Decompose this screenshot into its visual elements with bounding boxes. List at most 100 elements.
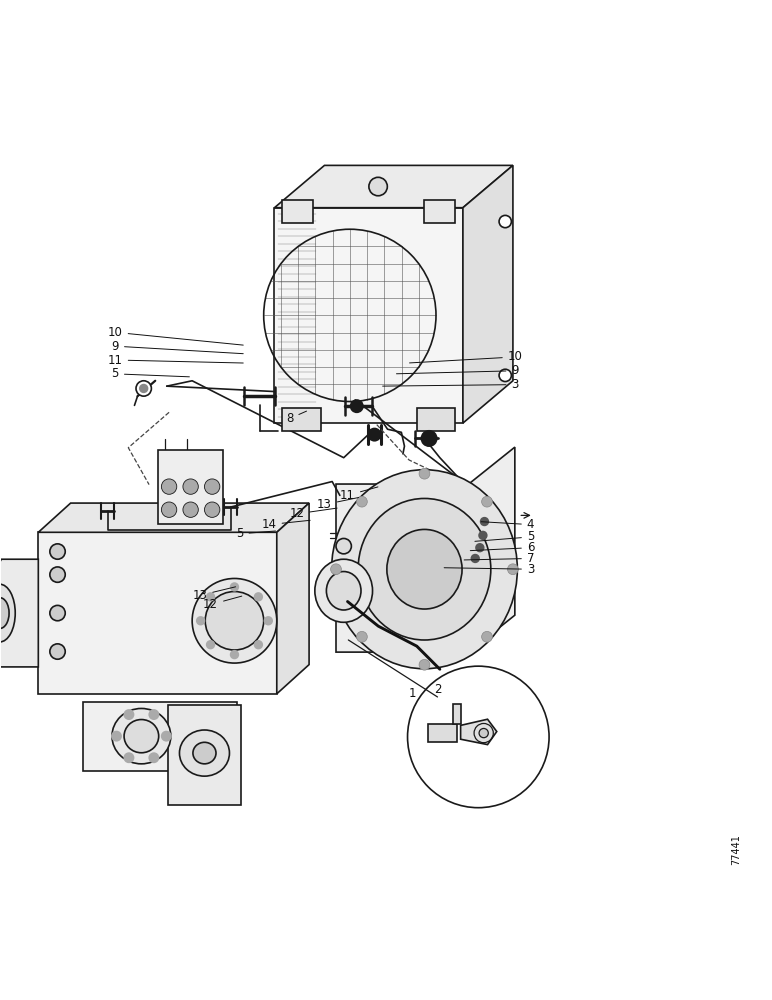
Circle shape [50,544,66,559]
Circle shape [336,538,351,554]
Text: 13: 13 [192,587,235,602]
Text: 11: 11 [340,487,378,502]
Circle shape [50,567,66,582]
Circle shape [422,431,437,446]
Ellipse shape [332,470,517,669]
Text: 2: 2 [435,683,442,696]
Polygon shape [282,200,313,223]
Circle shape [357,496,367,507]
Circle shape [231,651,239,658]
Polygon shape [0,559,39,667]
Circle shape [197,617,205,625]
Text: 12: 12 [203,596,242,611]
Circle shape [472,555,479,562]
Polygon shape [463,165,513,423]
Circle shape [482,631,493,642]
Circle shape [161,479,177,494]
Circle shape [357,631,367,642]
Text: 3: 3 [383,378,519,391]
Text: 10: 10 [409,350,523,363]
Circle shape [207,641,215,649]
Circle shape [499,369,511,382]
Circle shape [368,428,381,441]
Polygon shape [83,702,237,771]
Polygon shape [417,408,455,431]
Circle shape [482,496,493,507]
Text: 10: 10 [108,326,243,345]
Circle shape [419,468,430,479]
Ellipse shape [315,559,373,622]
Circle shape [183,502,198,517]
Text: 13: 13 [317,497,359,511]
Circle shape [149,753,158,762]
Circle shape [183,479,198,494]
Polygon shape [275,208,463,423]
Ellipse shape [387,529,462,609]
Circle shape [205,502,220,517]
Circle shape [136,381,151,396]
Circle shape [481,518,489,525]
Polygon shape [461,719,496,745]
Text: 9: 9 [397,364,519,377]
Polygon shape [168,705,241,805]
Ellipse shape [479,728,489,738]
Circle shape [161,502,177,517]
Polygon shape [282,408,320,431]
Ellipse shape [124,720,159,753]
Circle shape [479,532,487,539]
Circle shape [350,400,363,412]
Circle shape [408,666,549,808]
Circle shape [499,215,511,228]
Circle shape [149,710,158,719]
Ellipse shape [0,598,9,628]
Ellipse shape [0,584,15,642]
Ellipse shape [179,730,229,776]
Circle shape [50,605,66,621]
Text: 4: 4 [481,518,534,531]
Circle shape [231,583,239,591]
Polygon shape [428,724,457,742]
Circle shape [255,593,262,601]
Text: 5: 5 [475,530,534,543]
Text: 7: 7 [464,552,534,565]
Circle shape [124,710,134,719]
Circle shape [265,617,273,625]
Circle shape [207,593,215,601]
Circle shape [369,177,388,196]
Polygon shape [277,503,309,694]
Ellipse shape [358,498,491,640]
Circle shape [161,732,171,741]
Text: 8: 8 [286,411,306,425]
Polygon shape [336,447,515,652]
Ellipse shape [193,742,216,764]
Circle shape [124,753,134,762]
Ellipse shape [112,708,171,764]
Circle shape [255,641,262,649]
Text: 3: 3 [444,563,534,576]
Circle shape [112,732,121,741]
Text: 14: 14 [262,518,310,531]
Polygon shape [39,503,309,532]
Polygon shape [275,165,513,208]
Circle shape [205,592,264,650]
Circle shape [419,659,430,670]
Text: 6: 6 [470,541,534,554]
Circle shape [50,644,66,659]
Ellipse shape [327,572,361,610]
Circle shape [476,544,484,552]
Circle shape [140,385,147,392]
Text: 5: 5 [111,367,189,380]
Circle shape [192,578,277,663]
Polygon shape [157,450,223,524]
Text: 11: 11 [108,354,243,367]
Circle shape [330,564,341,575]
Polygon shape [453,704,461,724]
Circle shape [205,479,220,494]
Circle shape [507,564,518,575]
Polygon shape [425,200,455,223]
Polygon shape [39,532,277,694]
Text: 77441: 77441 [731,835,741,865]
Text: 5: 5 [236,527,276,540]
Text: 9: 9 [111,340,243,354]
Text: 1: 1 [408,687,416,700]
